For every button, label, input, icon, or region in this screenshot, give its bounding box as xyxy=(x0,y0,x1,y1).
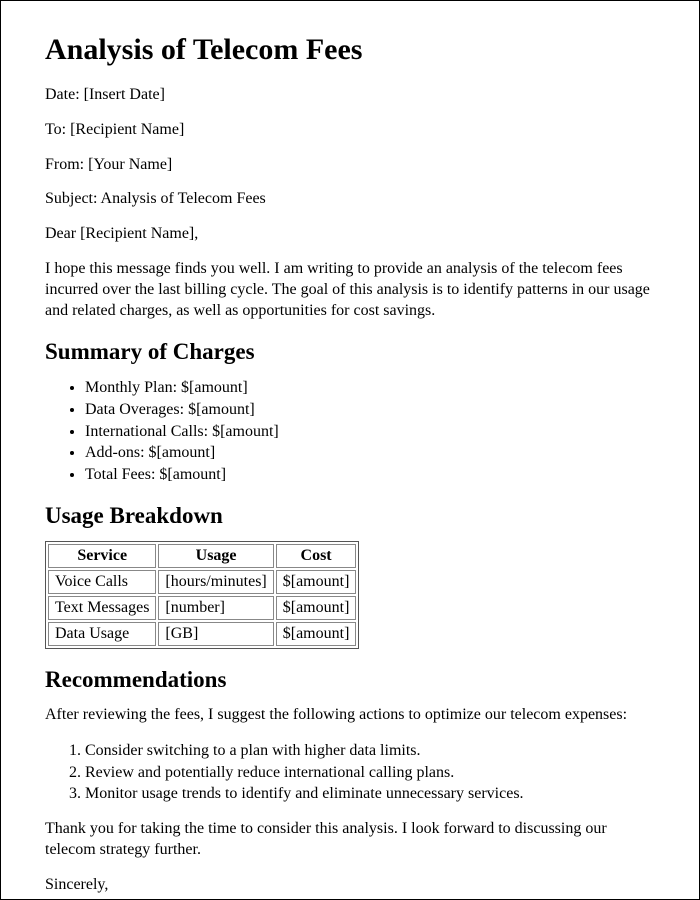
table-cell: Voice Calls xyxy=(48,570,156,594)
salutation: Dear [Recipient Name], xyxy=(45,224,655,245)
document-page: Analysis of Telecom Fees Date: [Insert D… xyxy=(0,0,700,900)
recommendations-heading: Recommendations xyxy=(45,667,655,693)
table-cell: Text Messages xyxy=(48,596,156,620)
page-title: Analysis of Telecom Fees xyxy=(45,33,655,67)
list-item: Monitor usage trends to identify and eli… xyxy=(85,783,655,805)
meta-to: To: [Recipient Name] xyxy=(45,120,655,141)
closing-thanks: Thank you for taking the time to conside… xyxy=(45,819,655,861)
table-row: Voice Calls [hours/minutes] $[amount] xyxy=(48,570,356,594)
table-header: Usage xyxy=(158,544,273,568)
table-cell: [number] xyxy=(158,596,273,620)
list-item: Consider switching to a plan with higher… xyxy=(85,740,655,762)
usage-heading: Usage Breakdown xyxy=(45,503,655,529)
list-item: Review and potentially reduce internatio… xyxy=(85,762,655,784)
table-cell: $[amount] xyxy=(276,622,357,646)
table-row: Text Messages [number] $[amount] xyxy=(48,596,356,620)
table-cell: [hours/minutes] xyxy=(158,570,273,594)
closing-signoff: Sincerely, xyxy=(45,875,655,896)
summary-heading: Summary of Charges xyxy=(45,339,655,365)
table-cell: $[amount] xyxy=(276,570,357,594)
table-cell: $[amount] xyxy=(276,596,357,620)
list-item: Total Fees: $[amount] xyxy=(85,464,655,486)
list-item: International Calls: $[amount] xyxy=(85,421,655,443)
summary-list: Monthly Plan: $[amount] Data Overages: $… xyxy=(45,377,655,485)
meta-from: From: [Your Name] xyxy=(45,155,655,176)
usage-table: Service Usage Cost Voice Calls [hours/mi… xyxy=(45,541,359,649)
meta-date: Date: [Insert Date] xyxy=(45,85,655,106)
list-item: Data Overages: $[amount] xyxy=(85,399,655,421)
table-header-row: Service Usage Cost xyxy=(48,544,356,568)
list-item: Monthly Plan: $[amount] xyxy=(85,377,655,399)
table-row: Data Usage [GB] $[amount] xyxy=(48,622,356,646)
recommendations-intro: After reviewing the fees, I suggest the … xyxy=(45,705,655,726)
list-item: Add-ons: $[amount] xyxy=(85,442,655,464)
table-header: Service xyxy=(48,544,156,568)
table-cell: Data Usage xyxy=(48,622,156,646)
table-header: Cost xyxy=(276,544,357,568)
intro-paragraph: I hope this message finds you well. I am… xyxy=(45,259,655,321)
table-cell: [GB] xyxy=(158,622,273,646)
meta-subject: Subject: Analysis of Telecom Fees xyxy=(45,189,655,210)
recommendations-list: Consider switching to a plan with higher… xyxy=(45,740,655,805)
